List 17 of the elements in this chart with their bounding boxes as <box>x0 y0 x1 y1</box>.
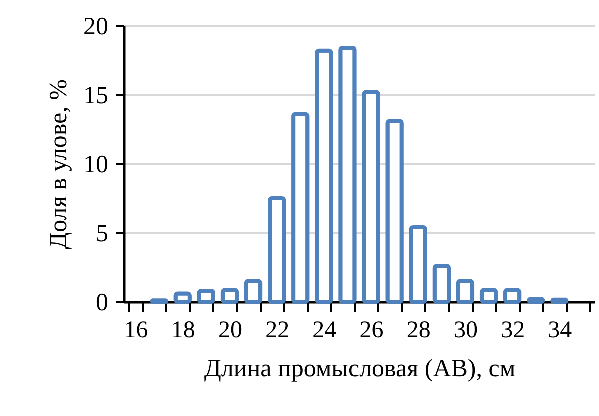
x-tick-label: 26 <box>360 318 384 344</box>
y-tick-label: 10 <box>84 152 108 178</box>
y-axis-title: Доля в улове, % <box>46 80 72 250</box>
x-tick-label: 32 <box>501 318 526 344</box>
x-tick-label: 22 <box>266 318 290 344</box>
x-tick-label: 30 <box>454 318 478 344</box>
x-tick-label: 16 <box>124 318 148 344</box>
x-tick-label: 24 <box>312 318 337 344</box>
x-tick-label: 20 <box>218 318 242 344</box>
x-tick-label: 28 <box>406 318 431 344</box>
y-tick-label: 0 <box>96 290 108 316</box>
y-tick-label: 15 <box>84 82 108 110</box>
y-tick-label: 20 <box>84 14 108 40</box>
y-tick-label: 5 <box>96 220 108 248</box>
x-tick-label: 34 <box>548 318 572 344</box>
x-axis-title: Длина промысловая (АВ), см <box>204 356 516 382</box>
x-tick-label: 18 <box>171 318 196 344</box>
